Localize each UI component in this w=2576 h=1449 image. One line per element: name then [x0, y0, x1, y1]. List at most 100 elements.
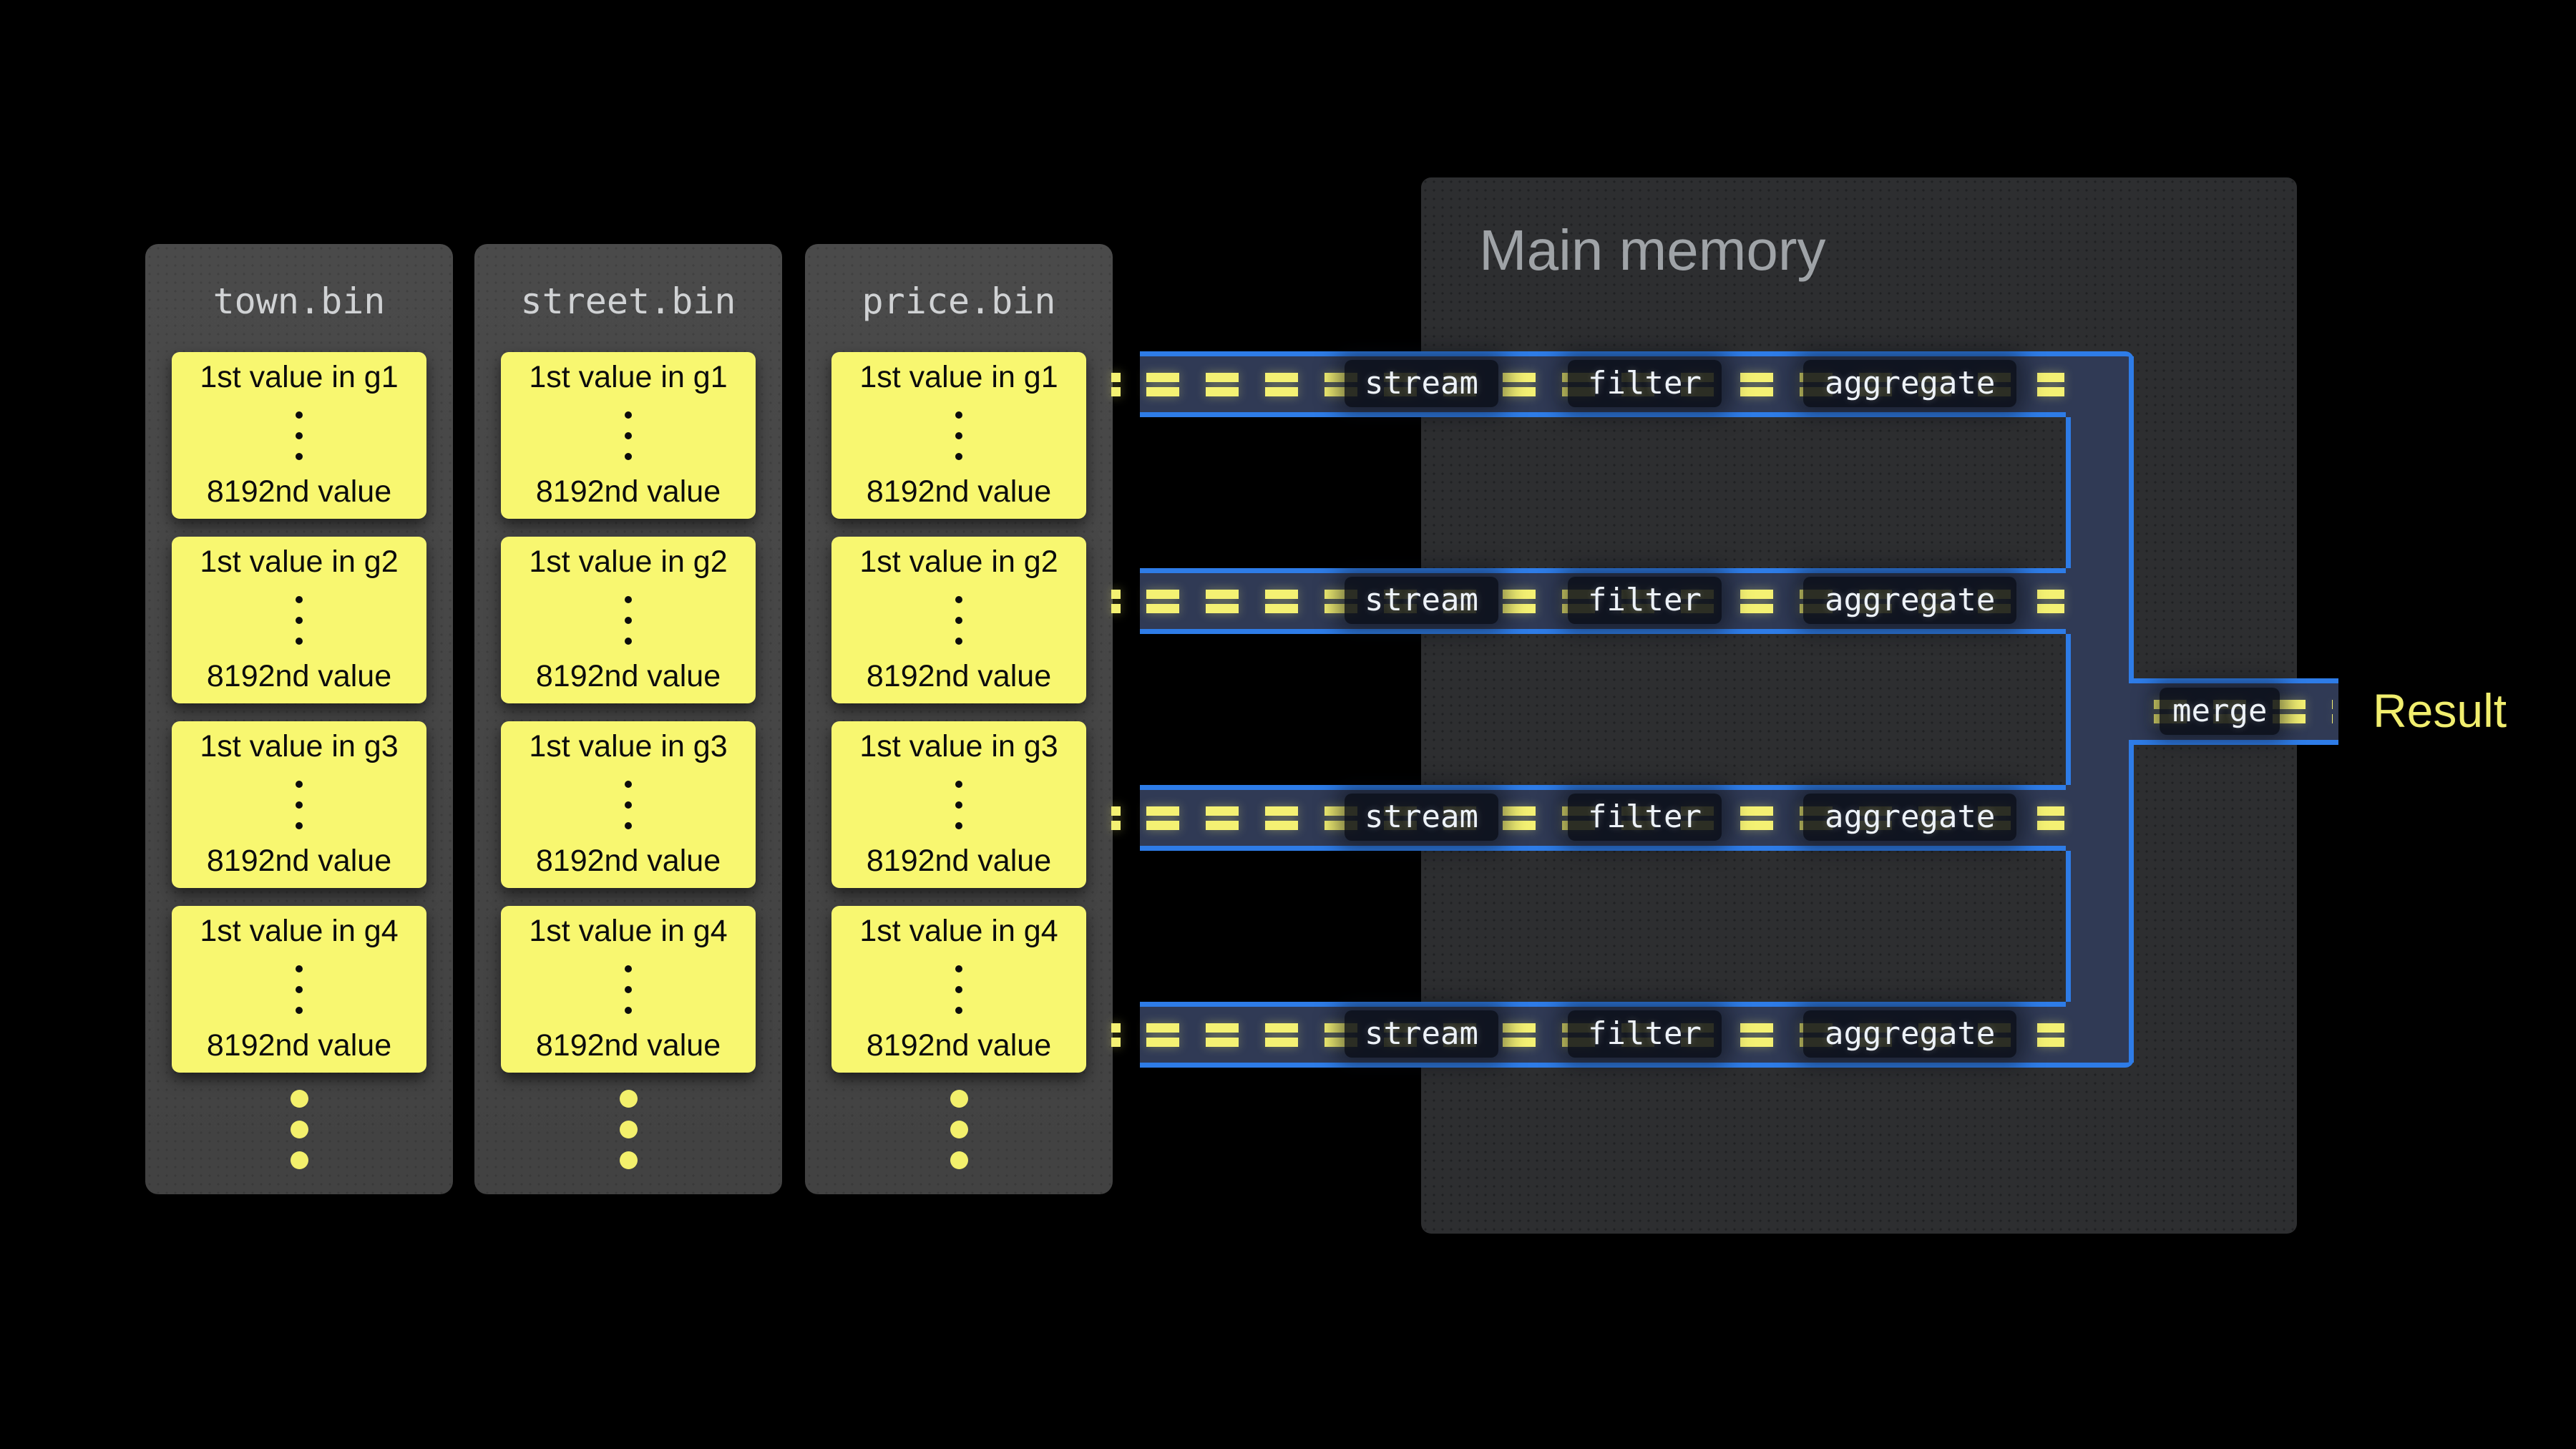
first-value-label: 1st value in g4	[529, 914, 728, 948]
collector-right-border-segment	[2129, 745, 2134, 1063]
bin-file-name: street.bin	[520, 280, 736, 322]
first-value-label: 1st value in g3	[529, 729, 728, 763]
vertical-ellipsis-icon	[296, 778, 303, 829]
filter-box: filter	[1568, 794, 1722, 841]
aggregate-box: aggregate	[1803, 794, 2017, 841]
last-value-label: 8192nd value	[535, 659, 721, 693]
ellipsis-dot	[619, 1121, 638, 1138]
pipeline-row: stream filter aggregate	[1111, 351, 2066, 417]
first-value-label: 1st value in g3	[859, 729, 1058, 763]
collector-left-border-segment	[2066, 634, 2071, 785]
data-flow-dash-fragment	[1111, 806, 1121, 830]
value-group-blocks: 1st value in g1 8192nd value 1st value i…	[831, 352, 1086, 1091]
value-group-block: 1st value in g4 8192nd value	[831, 906, 1086, 1073]
ellipsis-dot	[619, 1090, 638, 1108]
stream-box: stream	[1345, 794, 1498, 841]
first-value-label: 1st value in g3	[200, 729, 399, 763]
more-groups-ellipsis	[145, 1090, 453, 1169]
stream-box: stream	[1345, 1010, 1498, 1058]
last-value-label: 8192nd value	[866, 474, 1052, 509]
first-value-label: 1st value in g2	[200, 545, 399, 579]
more-groups-ellipsis	[805, 1090, 1113, 1169]
last-value-label: 8192nd value	[206, 1028, 392, 1063]
vertical-ellipsis-icon	[625, 778, 632, 829]
vertical-ellipsis-icon	[955, 778, 962, 829]
data-flow-dash-fragment	[1111, 1023, 1121, 1047]
value-group-block: 1st value in g2 8192nd value	[172, 537, 426, 703]
vertical-ellipsis-icon	[955, 409, 962, 460]
data-flow-dash-fragment	[1111, 590, 1121, 613]
last-value-label: 8192nd value	[866, 659, 1052, 693]
value-group-block: 1st value in g2 8192nd value	[831, 537, 1086, 703]
vertical-ellipsis-icon	[296, 962, 303, 1014]
vertical-ellipsis-icon	[955, 593, 962, 645]
vertical-ellipsis-icon	[955, 962, 962, 1014]
aggregate-box: aggregate	[1803, 577, 2017, 624]
aggregate-box: aggregate	[1803, 360, 2017, 407]
bin-file-panel: town.bin 1st value in g1 8192nd value 1s…	[145, 244, 453, 1194]
filter-box: filter	[1568, 1010, 1722, 1058]
value-group-block: 1st value in g3 8192nd value	[172, 721, 426, 888]
value-group-block: 1st value in g4 8192nd value	[501, 906, 756, 1073]
value-group-block: 1st value in g1 8192nd value	[172, 352, 426, 519]
collector-left-border-segment	[2066, 851, 2071, 1002]
value-group-block: 1st value in g2 8192nd value	[501, 537, 756, 703]
value-group-block: 1st value in g3 8192nd value	[831, 721, 1086, 888]
ellipsis-dot	[619, 1151, 638, 1169]
ellipsis-dot	[290, 1121, 308, 1138]
value-group-block: 1st value in g1 8192nd value	[831, 352, 1086, 519]
last-value-label: 8192nd value	[206, 659, 392, 693]
merge-pipe: merge	[2129, 678, 2338, 745]
first-value-label: 1st value in g1	[859, 360, 1058, 394]
collector-pipe	[2066, 351, 2134, 1068]
stream-box: stream	[1345, 577, 1498, 624]
first-value-label: 1st value in g2	[859, 545, 1058, 579]
value-group-block: 1st value in g4 8192nd value	[172, 906, 426, 1073]
last-value-label: 8192nd value	[866, 844, 1052, 878]
bin-file-name: price.bin	[862, 280, 1056, 322]
value-group-blocks: 1st value in g1 8192nd value 1st value i…	[172, 352, 426, 1091]
bin-file-panel: price.bin 1st value in g1 8192nd value 1…	[805, 244, 1113, 1194]
value-group-blocks: 1st value in g1 8192nd value 1st value i…	[501, 352, 756, 1091]
pipeline-row: stream filter aggregate	[1111, 785, 2066, 851]
last-value-label: 8192nd value	[206, 474, 392, 509]
vertical-ellipsis-icon	[296, 593, 303, 645]
last-value-label: 8192nd value	[206, 844, 392, 878]
result-label: Result	[2373, 684, 2507, 737]
merge-box: merge	[2160, 688, 2280, 735]
last-value-label: 8192nd value	[535, 844, 721, 878]
ellipsis-dot	[950, 1151, 968, 1169]
first-value-label: 1st value in g4	[200, 914, 399, 948]
bin-file-name: town.bin	[213, 280, 386, 322]
vertical-ellipsis-icon	[296, 409, 303, 460]
more-groups-ellipsis	[474, 1090, 782, 1169]
bin-file-panel: street.bin 1st value in g1 8192nd value …	[474, 244, 782, 1194]
ellipsis-dot	[290, 1090, 308, 1108]
main-memory-title: Main memory	[1479, 218, 1826, 282]
vertical-ellipsis-icon	[625, 409, 632, 460]
vertical-ellipsis-icon	[625, 962, 632, 1014]
value-group-block: 1st value in g3 8192nd value	[501, 721, 756, 888]
last-value-label: 8192nd value	[535, 474, 721, 509]
first-value-label: 1st value in g1	[529, 360, 728, 394]
value-group-block: 1st value in g1 8192nd value	[501, 352, 756, 519]
pipeline-row: stream filter aggregate	[1111, 1002, 2066, 1068]
collector-left-border-segment	[2066, 417, 2071, 568]
first-value-label: 1st value in g2	[529, 545, 728, 579]
last-value-label: 8192nd value	[866, 1028, 1052, 1063]
vertical-ellipsis-icon	[625, 593, 632, 645]
aggregate-box: aggregate	[1803, 1010, 2017, 1058]
data-flow-dash-fragment	[1111, 373, 1121, 396]
filter-box: filter	[1568, 360, 1722, 407]
stream-box: stream	[1345, 360, 1498, 407]
pipeline-row: stream filter aggregate	[1111, 568, 2066, 634]
ellipsis-dot	[290, 1151, 308, 1169]
ellipsis-dot	[950, 1121, 968, 1138]
first-value-label: 1st value in g1	[200, 360, 399, 394]
collector-right-border-segment	[2129, 356, 2134, 678]
ellipsis-dot	[950, 1090, 968, 1108]
last-value-label: 8192nd value	[535, 1028, 721, 1063]
first-value-label: 1st value in g4	[859, 914, 1058, 948]
filter-box: filter	[1568, 577, 1722, 624]
